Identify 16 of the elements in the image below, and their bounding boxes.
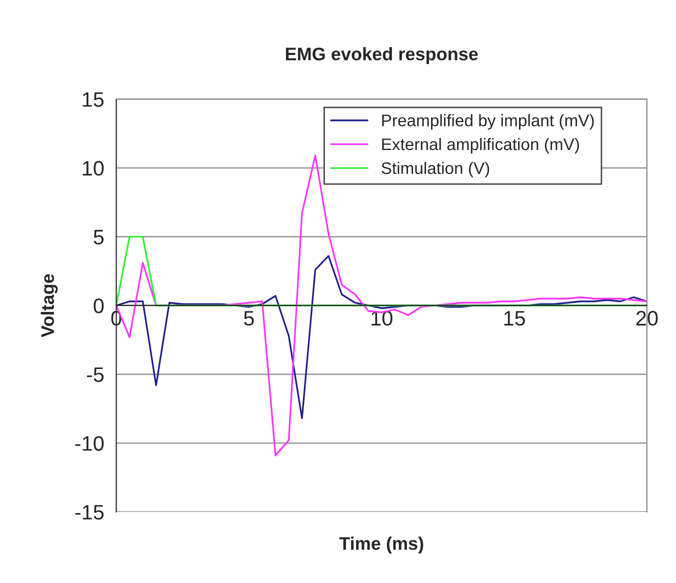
- x-tick-label: 15: [504, 311, 525, 326]
- x-tick-label: 20: [636, 310, 658, 326]
- y-tick-label: -5: [86, 368, 104, 382]
- x-tick-label: 5: [244, 311, 254, 326]
- legend-label: Stimulation (V): [382, 162, 490, 178]
- legend-label: Preamplified by implant (mV): [382, 114, 594, 130]
- legend-label: External amplification (mV): [382, 138, 579, 154]
- chart-title: EMG evoked response: [286, 47, 478, 64]
- x-axis-title: Time (ms): [339, 536, 424, 554]
- y-tick-label: -15: [75, 505, 104, 520]
- y-tick-label: 5: [94, 230, 104, 244]
- y-tick-label: 0: [94, 298, 104, 314]
- y-tick-label: 15: [82, 92, 104, 107]
- y-axis-title: Voltage: [40, 274, 58, 338]
- y-tick-label: -10: [75, 436, 104, 451]
- y-tick-label: 10: [82, 160, 104, 176]
